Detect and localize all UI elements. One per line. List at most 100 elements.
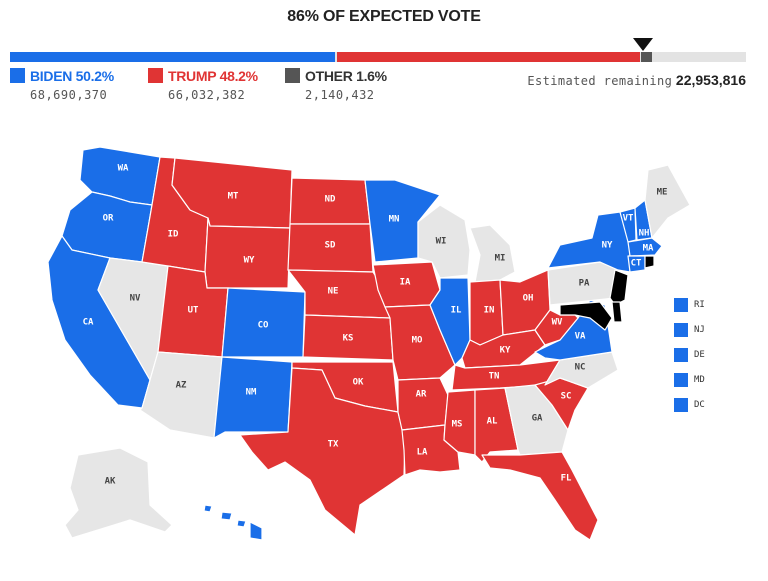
label-id: ID [168, 230, 179, 240]
legend-label: RI [694, 299, 705, 310]
other-progress-segment [641, 52, 653, 62]
legend-swatch [674, 347, 688, 362]
state-nm[interactable] [213, 356, 293, 439]
legend-label: DE [694, 349, 705, 360]
label-ky: KY [500, 346, 511, 356]
label-ar: AR [416, 390, 427, 400]
estimated-remaining: Estimated remaining 22,953,816 [527, 72, 746, 88]
state-ma[interactable] [627, 237, 663, 257]
state-fl[interactable] [481, 451, 599, 541]
page-title: 86% OF EXPECTED VOTE [287, 8, 481, 25]
vote-progress-bar [10, 52, 746, 62]
candidate-other: OTHER 1.6% 2,140,432 [285, 68, 387, 102]
label-fl: FL [561, 474, 572, 484]
label-vt: VT [623, 214, 634, 224]
label-ak: AK [105, 477, 116, 487]
state-de[interactable] [611, 301, 623, 323]
label-pa: PA [579, 279, 590, 289]
label-ks: KS [343, 334, 354, 344]
state-mi[interactable] [469, 224, 516, 283]
label-va: VA [575, 332, 586, 342]
state-ak[interactable] [64, 447, 173, 539]
label-nh: NH [639, 229, 650, 239]
label-ny: NY [602, 241, 613, 251]
candidate-trump: TRUMP 48.2% 66,032,382 [148, 68, 258, 102]
label-il: IL [451, 306, 462, 316]
label-mo: MO [412, 336, 423, 346]
label-nc: NC [575, 363, 586, 373]
biden-votes: 68,690,370 [30, 88, 108, 102]
legend-swatch [674, 322, 688, 337]
legend-item-ri[interactable]: RI [674, 296, 705, 314]
label-mi: MI [495, 254, 506, 264]
state-vt[interactable] [619, 207, 637, 243]
expected-vote-marker-icon [633, 38, 653, 51]
label-nm: NM [246, 388, 257, 398]
trump-label: TRUMP 48.2% [168, 68, 258, 84]
legend-item-de[interactable]: DE [674, 346, 705, 364]
state-ca[interactable] [47, 235, 151, 409]
label-ga: GA [532, 414, 543, 424]
biden-swatch [10, 68, 25, 83]
label-az: AZ [176, 381, 187, 391]
label-wi: WI [436, 237, 447, 247]
legend-label: NJ [694, 324, 705, 335]
other-label: OTHER 1.6% [305, 68, 387, 84]
label-tn: TN [489, 372, 500, 382]
label-me: ME [657, 188, 668, 198]
label-wa: WA [118, 164, 129, 174]
state-md[interactable] [559, 301, 613, 331]
biden-progress-segment [10, 52, 335, 62]
legend-label: DC [694, 399, 705, 410]
legend-item-md[interactable]: MD [674, 371, 705, 389]
label-ct: CT [631, 259, 642, 269]
label-wv: WV [552, 318, 563, 328]
other-swatch [285, 68, 300, 83]
label-sd: SD [325, 241, 336, 251]
label-wy: WY [244, 256, 255, 266]
state-hi-islands[interactable] [203, 504, 263, 541]
label-mt: MT [228, 192, 239, 202]
label-in: IN [484, 306, 495, 316]
state-tx[interactable] [239, 367, 406, 536]
state-wv[interactable] [534, 309, 579, 346]
label-oh: OH [523, 294, 534, 304]
label-al: AL [487, 417, 498, 427]
other-votes: 2,140,432 [305, 88, 375, 102]
remaining-label: Estimated remaining [527, 74, 673, 88]
label-ma: MA [643, 244, 654, 254]
legend-item-dc[interactable]: DC [674, 396, 705, 414]
trump-progress-segment [336, 52, 640, 62]
legend-swatch [674, 372, 688, 387]
legend-item-nj[interactable]: NJ [674, 321, 705, 339]
label-mn: MN [389, 215, 400, 225]
state-ar[interactable] [397, 377, 449, 431]
state-ct[interactable] [627, 255, 646, 273]
state-wy[interactable] [204, 217, 291, 289]
label-ms: MS [452, 420, 463, 430]
label-nv: NV [130, 294, 141, 304]
label-ia: IA [400, 278, 411, 288]
legend-swatch [674, 297, 688, 312]
candidate-biden: BIDEN 50.2% 68,690,370 [10, 68, 114, 102]
biden-label: BIDEN 50.2% [30, 68, 114, 84]
label-tx: TX [328, 440, 339, 450]
label-ca: CA [83, 318, 94, 328]
state-ny[interactable] [547, 211, 631, 273]
remaining-value: 22,953,816 [675, 72, 746, 88]
label-ut: UT [188, 306, 199, 316]
label-co: CO [258, 321, 269, 331]
label-nd: ND [325, 195, 336, 205]
legend-label: MD [694, 374, 705, 385]
legend-swatch [674, 397, 688, 412]
label-sc: SC [561, 392, 572, 402]
state-wi[interactable] [417, 204, 471, 279]
trump-swatch [148, 68, 163, 83]
state-me[interactable] [644, 164, 691, 239]
label-ok: OK [353, 378, 364, 388]
state-ri[interactable] [644, 255, 655, 269]
trump-votes: 66,032,382 [168, 88, 246, 102]
label-or: OR [103, 214, 114, 224]
label-la: LA [417, 448, 428, 458]
